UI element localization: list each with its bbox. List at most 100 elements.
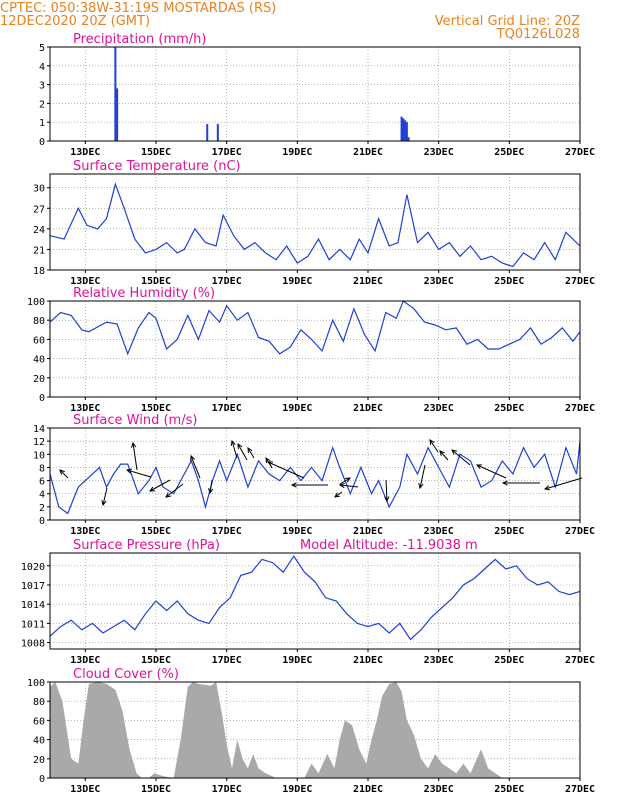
wind-arrow: [149, 479, 171, 492]
wind-arrow-head: [439, 450, 445, 456]
x-tick-label: 15DEC: [141, 784, 171, 795]
x-tick-label: 21DEC: [353, 403, 383, 414]
x-tick-label: 25DEC: [494, 276, 524, 287]
x-tick-label: 13DEC: [70, 655, 100, 666]
y-tick-label: 80: [33, 697, 45, 708]
panel-title: Surface Wind (m/s): [73, 413, 197, 428]
wind-arrow-head: [344, 477, 351, 483]
x-tick-label: 19DEC: [282, 784, 312, 795]
header-location: CPTEC: 050:38W-31:19S MOSTARDAS (RS): [0, 1, 276, 16]
wind-arrow: [385, 479, 388, 502]
header-model: TQ0126L028: [496, 27, 580, 42]
panel-title: Relative Humidity (%): [73, 286, 215, 301]
wind-arrow: [339, 477, 351, 485]
wind-arrow: [132, 442, 138, 471]
wind-arrow-head: [230, 439, 236, 447]
x-tick-label: 25DEC: [494, 655, 524, 666]
wind-arrow-head: [148, 486, 156, 492]
y-tick-label: 60: [33, 716, 45, 727]
y-tick-label: 20: [33, 755, 45, 766]
wind-arrow-head: [384, 496, 390, 503]
y-tick-label: 8: [39, 463, 45, 474]
panel-frame: [49, 427, 581, 521]
precip-bar: [116, 88, 119, 141]
y-tick-label: 2: [39, 99, 45, 110]
y-tick-label: 30: [33, 184, 45, 195]
wind-arrow: [439, 450, 449, 461]
x-tick-label: 27DEC: [565, 147, 595, 158]
x-tick-label: 15DEC: [141, 403, 171, 414]
x-tick-label: 21DEC: [353, 276, 383, 287]
x-tick-label: 23DEC: [424, 276, 454, 287]
wind-arrow-head: [190, 454, 196, 462]
precip-bar: [405, 122, 408, 141]
x-tick-label: 13DEC: [70, 147, 100, 158]
wind-arrow: [59, 469, 69, 479]
x-tick-label: 17DEC: [212, 526, 242, 537]
wind-arrow-head: [451, 449, 457, 455]
series-line: [49, 182, 581, 268]
x-tick-label: 13DEC: [70, 526, 100, 537]
wind-arrow: [190, 455, 201, 479]
x-tick-label: 15DEC: [141, 147, 171, 158]
y-tick-label: 10: [33, 450, 45, 461]
y-tick-label: 1020: [21, 562, 45, 573]
y-tick-label: 27: [33, 204, 45, 215]
y-tick-label: 1: [39, 118, 45, 129]
y-tick-label: 0: [39, 516, 45, 527]
cloud-area: [50, 682, 580, 778]
wind-arrow-head: [59, 469, 65, 475]
wind-arrow-head: [501, 480, 508, 486]
y-tick-label: 0: [39, 774, 45, 785]
x-tick-label: 19DEC: [282, 403, 312, 414]
x-tick-label: 23DEC: [424, 147, 454, 158]
wind-arrow-head: [131, 441, 137, 448]
panel-title: Surface Pressure (hPa): [73, 538, 220, 553]
y-tick-label: 1017: [21, 581, 45, 592]
y-tick-label: 14: [33, 424, 45, 435]
y-tick-label: 0: [39, 393, 45, 404]
x-tick-label: 15DEC: [141, 276, 171, 287]
precip-bar: [402, 118, 405, 141]
x-tick-label: 25DEC: [494, 147, 524, 158]
wind-arrow: [476, 464, 507, 479]
y-tick-label: 6: [39, 477, 45, 488]
precip-bar: [216, 124, 219, 141]
y-tick-label: 20: [33, 374, 45, 385]
x-tick-label: 13DEC: [70, 784, 100, 795]
panel-subtitle: Model Altitude: -11.9038 m: [300, 538, 478, 553]
y-tick-label: 5: [39, 43, 45, 54]
wind-arrow-head: [338, 482, 345, 489]
wind-arrow-head: [265, 457, 271, 464]
x-tick-label: 23DEC: [424, 403, 454, 414]
wind-arrow-head: [125, 468, 133, 474]
x-tick-label: 17DEC: [212, 784, 242, 795]
y-tick-label: 3: [39, 81, 45, 92]
wind-arrow-head: [237, 442, 243, 450]
x-tick-label: 17DEC: [212, 655, 242, 666]
header-date: 12DEC2020 20Z (GMT): [0, 14, 150, 29]
panel-title: Precipitation (mm/h): [73, 32, 206, 47]
wind-arrow: [334, 491, 343, 498]
x-tick-label: 17DEC: [212, 403, 242, 414]
wind-arrow: [247, 447, 255, 459]
panel-5: 1008 1011 1014 1017 1020 13DEC 15DEC 17DEC 19DEC…: [21, 538, 595, 666]
wind-arrow: [209, 479, 213, 494]
header-grid-line: Vertical Grid Line: 20Z: [435, 14, 580, 29]
wind-arrow: [544, 477, 583, 490]
panel-title: Cloud Cover (%): [73, 667, 179, 682]
y-tick-label: 12: [33, 437, 45, 448]
wind-arrow: [102, 487, 108, 506]
x-tick-label: 23DEC: [424, 655, 454, 666]
wind-arrow: [419, 464, 426, 489]
wind-arrow-head: [475, 464, 483, 470]
x-tick-label: 19DEC: [282, 147, 312, 158]
panel-frame: [49, 46, 581, 142]
x-tick-label: 19DEC: [282, 655, 312, 666]
wind-arrow-head: [247, 447, 253, 454]
x-tick-label: 21DEC: [353, 655, 383, 666]
x-tick-label: 21DEC: [353, 147, 383, 158]
y-tick-label: 21: [33, 245, 45, 256]
x-tick-label: 27DEC: [565, 403, 595, 414]
